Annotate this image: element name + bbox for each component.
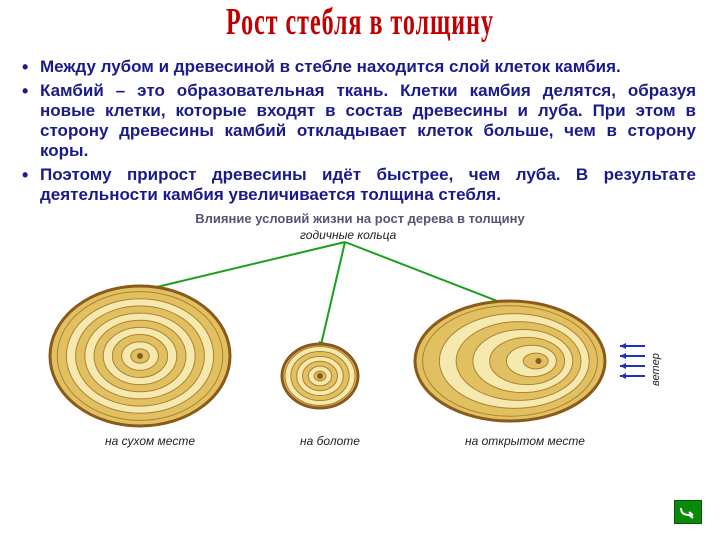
caption-open: на открытом месте	[450, 434, 600, 448]
rings-label: годичные кольца	[300, 228, 396, 242]
bullet-item: Поэтому прирост древесины идёт быстрее, …	[40, 165, 696, 205]
bullet-item: Камбий – это образовательная ткань. Клет…	[40, 81, 696, 161]
page-title: Рост стебля в толщину	[0, 2, 720, 45]
home-button[interactable]	[674, 500, 702, 524]
caption-swamp: на болоте	[280, 434, 380, 448]
tree-rings-diagram: годичные кольца на сухом месте на болоте…	[0, 226, 720, 456]
diagram-title: Влияние условий жизни на рост дерева в т…	[0, 211, 720, 226]
return-icon	[679, 505, 697, 519]
bullet-item: Между лубом и древесиной в стебле находи…	[40, 57, 696, 77]
bullet-list: Между лубом и древесиной в стебле находи…	[40, 57, 696, 205]
diagram-svg	[0, 226, 720, 456]
wind-label: ветер	[650, 353, 662, 386]
caption-dry: на сухом месте	[90, 434, 210, 448]
